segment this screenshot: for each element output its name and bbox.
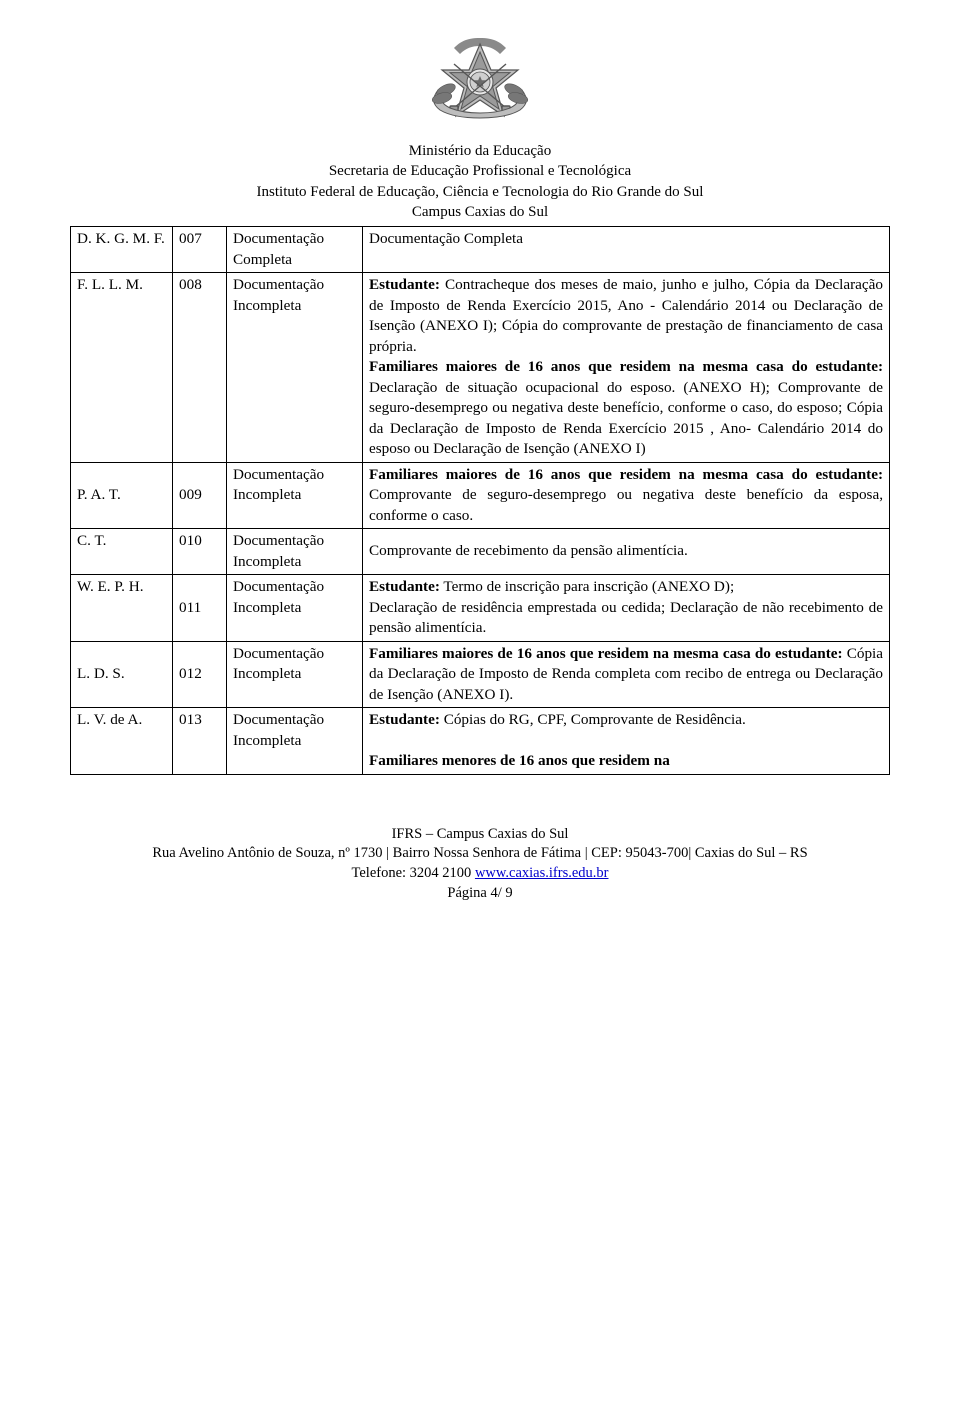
cell-name: F. L. L. M. (71, 273, 173, 463)
cell-number: 008 (173, 273, 227, 463)
familiares-text: Declaração de situação ocupacional do es… (369, 379, 883, 458)
cell-status: Documentação Incompleta (227, 708, 363, 775)
cell-status: Documentação Completa (227, 227, 363, 273)
estudante-text: Cópias do RG, CPF, Comprovante de Residê… (440, 711, 746, 728)
familiares-text: Comprovante de seguro-desemprego ou nega… (369, 486, 883, 524)
cell-number: 012 (173, 641, 227, 708)
cell-obs: Estudante: Termo de inscrição para inscr… (363, 575, 890, 642)
cell-obs: Estudante: Contracheque dos meses de mai… (363, 273, 890, 463)
cell-name: P. A. T. (71, 462, 173, 529)
header-line-1: Ministério da Educação (70, 141, 890, 161)
cell-status: Documentação Incompleta (227, 529, 363, 575)
cell-obs: Estudante: Cópias do RG, CPF, Comprovant… (363, 708, 890, 775)
cell-obs: Familiares maiores de 16 anos que reside… (363, 641, 890, 708)
footer-line-3: Telefone: 3204 2100 www.caxias.ifrs.edu.… (70, 864, 890, 884)
footer-line-2: Rua Avelino Antônio de Souza, nº 1730 | … (70, 844, 890, 864)
cell-name: W. E. P. H. (71, 575, 173, 642)
cell-name: L. V. de A. (71, 708, 173, 775)
estudante-label: Estudante: (369, 276, 440, 293)
familiares-label: Familiares maiores de 16 anos que reside… (369, 358, 883, 375)
table-row: W. E. P. H. 011 Documentação Incompleta … (71, 575, 890, 642)
header-line-3: Instituto Federal de Educação, Ciência e… (70, 182, 890, 202)
cell-status: Documentação Incompleta (227, 462, 363, 529)
cell-status: Documentação Incompleta (227, 575, 363, 642)
cell-number: 011 (173, 575, 227, 642)
table-row: P. A. T. 009 Documentação Incompleta Fam… (71, 462, 890, 529)
extra-text: Declaração de residência emprestada ou c… (369, 599, 883, 637)
cell-name: D. K. G. M. F. (71, 227, 173, 273)
familiares-label: Familiares maiores de 16 anos que reside… (369, 645, 843, 662)
emblem-container (70, 30, 890, 135)
estudante-text: Termo de inscrição para inscrição (ANEXO… (440, 578, 734, 595)
document-header: Ministério da Educação Secretaria de Edu… (70, 141, 890, 222)
cell-number: 010 (173, 529, 227, 575)
table-row: C. T. 010 Documentação Incompleta Compro… (71, 529, 890, 575)
cell-name: C. T. (71, 529, 173, 575)
footer-line-1: IFRS – Campus Caxias do Sul (70, 825, 890, 845)
header-line-4: Campus Caxias do Sul (70, 202, 890, 222)
table-row: L. V. de A. 013 Documentação Incompleta … (71, 708, 890, 775)
page-footer: IFRS – Campus Caxias do Sul Rua Avelino … (70, 825, 890, 903)
cell-name: L. D. S. (71, 641, 173, 708)
documentation-table: D. K. G. M. F. 007 Documentação Completa… (70, 226, 890, 775)
national-emblem-icon (425, 30, 535, 130)
cell-obs: Familiares maiores de 16 anos que reside… (363, 462, 890, 529)
familiares-trailing: Familiares menores de 16 anos que reside… (369, 752, 670, 769)
estudante-label: Estudante: (369, 711, 440, 728)
cell-obs: Comprovante de recebimento da pensão ali… (363, 529, 890, 575)
footer-page-number: Página 4/ 9 (70, 884, 890, 904)
cell-number: 009 (173, 462, 227, 529)
header-line-2: Secretaria de Educação Profissional e Te… (70, 161, 890, 181)
cell-status: Documentação Incompleta (227, 273, 363, 463)
footer-url-link[interactable]: www.caxias.ifrs.edu.br (475, 865, 609, 881)
table-row: L. D. S. 012 Documentação Incompleta Fam… (71, 641, 890, 708)
table-row: F. L. L. M. 008 Documentação Incompleta … (71, 273, 890, 463)
table-row: D. K. G. M. F. 007 Documentação Completa… (71, 227, 890, 273)
cell-number: 007 (173, 227, 227, 273)
estudante-text: Contracheque dos meses de maio, junho e … (369, 276, 883, 355)
footer-tel: Telefone: 3204 2100 (352, 865, 475, 881)
cell-number: 013 (173, 708, 227, 775)
estudante-label: Estudante: (369, 578, 440, 595)
familiares-label: Familiares maiores de 16 anos que reside… (369, 466, 883, 483)
cell-status: Documentação Incompleta (227, 641, 363, 708)
cell-obs: Documentação Completa (363, 227, 890, 273)
